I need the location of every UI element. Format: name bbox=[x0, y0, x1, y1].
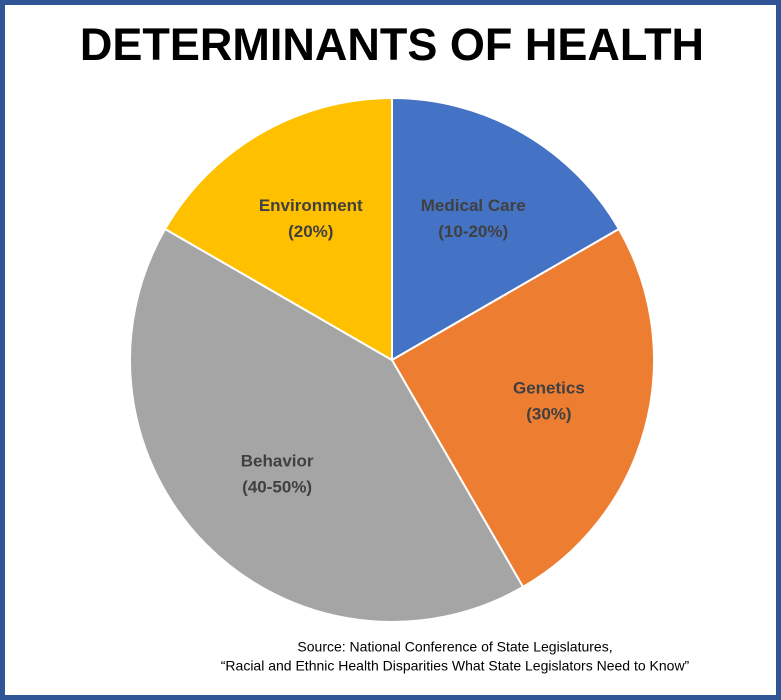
slice-value-label: (30%) bbox=[526, 405, 571, 424]
slice-name: Behavior bbox=[241, 451, 314, 470]
slice bbox=[390, 227, 655, 589]
slice bbox=[129, 227, 525, 623]
slice-value-label: (40-50%) bbox=[242, 477, 312, 496]
source-line: Source: National Conference of State Leg… bbox=[297, 639, 612, 655]
slice-value-label: (20%) bbox=[288, 222, 333, 241]
chart-title: DETERMINANTS OF HEALTH bbox=[80, 19, 704, 70]
slice-name: Genetics bbox=[513, 379, 585, 398]
pie: Medical Care (10-20%) Genetics (30%) Behavio… bbox=[129, 96, 655, 623]
slice bbox=[391, 96, 621, 362]
source-line: “Racial and Ethnic Health Disparities Wh… bbox=[221, 658, 690, 674]
slice-value-label: (10-20%) bbox=[438, 222, 508, 241]
slice bbox=[163, 96, 393, 362]
slice-name: Medical Care bbox=[421, 196, 526, 215]
slice-name: Environment bbox=[259, 196, 363, 215]
